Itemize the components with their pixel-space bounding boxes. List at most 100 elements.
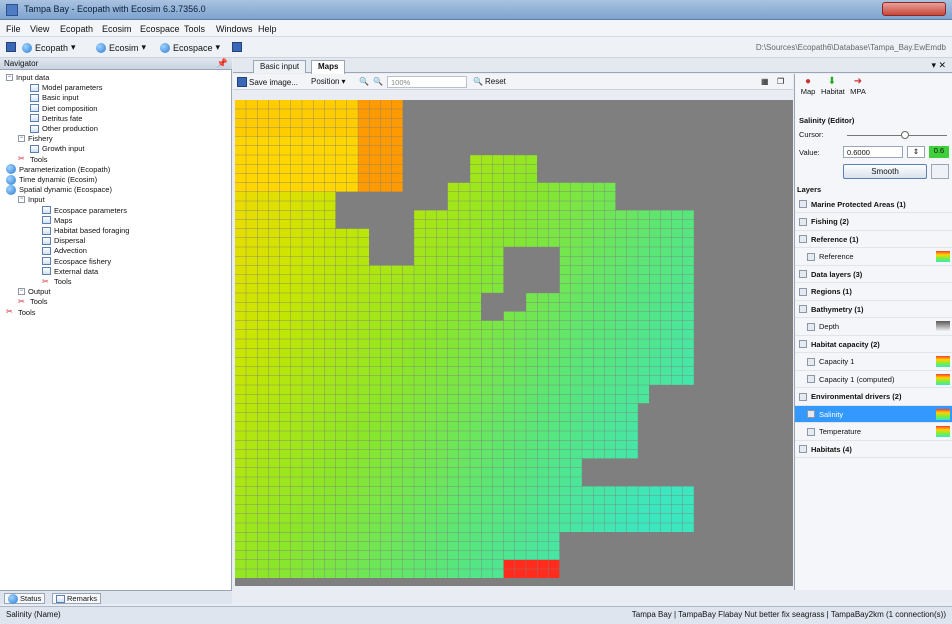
- grid-cell[interactable]: [683, 330, 694, 339]
- grid-cell[interactable]: [447, 560, 459, 569]
- grid-cell[interactable]: [302, 449, 313, 459]
- grid-cell[interactable]: [302, 330, 313, 339]
- grid-cell[interactable]: [380, 422, 392, 431]
- grid-cell[interactable]: [671, 348, 683, 358]
- grid-cell[interactable]: [649, 219, 661, 229]
- grid-cell[interactable]: [425, 394, 437, 404]
- grid-cell[interactable]: [358, 449, 369, 459]
- grid-cell[interactable]: [593, 274, 605, 284]
- grid-cell[interactable]: [235, 550, 246, 560]
- grid-cell[interactable]: [548, 348, 560, 358]
- grid-cell[interactable]: [548, 477, 560, 486]
- grid-cell[interactable]: [335, 311, 347, 321]
- grid-cell[interactable]: [515, 532, 526, 542]
- grid-cell[interactable]: [604, 293, 616, 302]
- grid-cell[interactable]: [235, 523, 246, 532]
- grid-cell[interactable]: [335, 385, 347, 394]
- grid-cell[interactable]: [257, 219, 269, 229]
- grid-cell[interactable]: [347, 431, 358, 440]
- grid-cell[interactable]: [470, 560, 481, 569]
- grid-cell[interactable]: [291, 192, 302, 201]
- grid-cell[interactable]: [313, 293, 325, 302]
- grid-cell[interactable]: [582, 495, 593, 505]
- grid-cell[interactable]: [358, 440, 369, 450]
- grid-cell[interactable]: [403, 569, 414, 578]
- tree-item[interactable]: External data: [42, 266, 98, 277]
- grid-cell[interactable]: [302, 256, 313, 266]
- grid-cell[interactable]: [414, 228, 425, 238]
- grid-cell[interactable]: [403, 274, 414, 284]
- grid-cell[interactable]: [515, 440, 526, 450]
- grid-cell[interactable]: [492, 422, 504, 431]
- grid-cell[interactable]: [324, 173, 336, 183]
- grid-cell[interactable]: [324, 100, 336, 109]
- grid-cell[interactable]: [604, 256, 616, 266]
- grid-cell[interactable]: [459, 560, 470, 569]
- tab-maps[interactable]: Maps: [311, 60, 346, 74]
- grid-cell[interactable]: [638, 311, 649, 321]
- grid-cell[interactable]: [526, 495, 537, 505]
- grid-cell[interactable]: [627, 339, 638, 348]
- grid-cell[interactable]: [492, 366, 504, 376]
- grid-cell[interactable]: [380, 293, 392, 302]
- grid-cell[interactable]: [481, 274, 493, 284]
- grid-cell[interactable]: [335, 532, 347, 542]
- grid-cell[interactable]: [615, 238, 627, 247]
- grid-cell[interactable]: [537, 458, 549, 468]
- grid-cell[interactable]: [604, 302, 616, 312]
- grid-cell[interactable]: [268, 523, 280, 532]
- grid-cell[interactable]: [582, 357, 593, 367]
- grid-cell[interactable]: [615, 302, 627, 312]
- grid-cell[interactable]: [257, 265, 269, 275]
- grid-cell[interactable]: [324, 532, 336, 542]
- grid-cell[interactable]: [391, 532, 403, 542]
- grid-cell[interactable]: [436, 449, 448, 459]
- grid-cell[interactable]: [302, 431, 313, 440]
- grid-cell[interactable]: [391, 265, 403, 275]
- grid-cell[interactable]: [671, 265, 683, 275]
- grid-cell[interactable]: [649, 376, 661, 385]
- grid-cell[interactable]: [537, 422, 549, 431]
- grid-cell[interactable]: [436, 486, 448, 496]
- grid-cell[interactable]: [414, 210, 425, 220]
- grid-cell[interactable]: [347, 348, 358, 358]
- grid-cell[interactable]: [425, 550, 437, 560]
- layer-row[interactable]: Environmental drivers (2): [795, 389, 952, 406]
- grid-cell[interactable]: [515, 458, 526, 468]
- grid-cell[interactable]: [369, 486, 381, 496]
- grid-cell[interactable]: [235, 118, 246, 128]
- grid-cell[interactable]: [403, 357, 414, 367]
- grid-cell[interactable]: [313, 146, 325, 155]
- grid-cell[interactable]: [347, 385, 358, 394]
- grid-cell[interactable]: [235, 247, 246, 256]
- grid-cell[interactable]: [683, 256, 694, 266]
- grid-cell[interactable]: [470, 440, 481, 450]
- grid-cell[interactable]: [559, 293, 571, 302]
- grid-cell[interactable]: [235, 422, 246, 431]
- tab-basic-input[interactable]: Basic input: [253, 60, 307, 73]
- grid-cell[interactable]: [481, 348, 493, 358]
- grid-cell[interactable]: [358, 293, 369, 302]
- grid-cell[interactable]: [414, 403, 425, 413]
- grid-cell[interactable]: [313, 192, 325, 201]
- grid-cell[interactable]: [436, 348, 448, 358]
- grid-cell[interactable]: [459, 532, 470, 542]
- grid-cell[interactable]: [246, 201, 257, 210]
- grid-cell[interactable]: [235, 265, 246, 275]
- grid-cell[interactable]: [537, 219, 549, 229]
- grid-cell[interactable]: [515, 366, 526, 376]
- grid-cell[interactable]: [268, 449, 280, 459]
- grid-cell[interactable]: [537, 210, 549, 220]
- grid-cell[interactable]: [347, 458, 358, 468]
- grid-cell[interactable]: [358, 477, 369, 486]
- grid-cell[interactable]: [492, 504, 504, 514]
- layer-row[interactable]: Habitats (4): [795, 441, 952, 458]
- grid-cell[interactable]: [347, 440, 358, 450]
- grid-cell[interactable]: [481, 265, 493, 275]
- grid-cell[interactable]: [279, 514, 291, 523]
- grid-cell[interactable]: [313, 449, 325, 459]
- grid-cell[interactable]: [380, 449, 392, 459]
- grid-cell[interactable]: [380, 560, 392, 569]
- grid-cell[interactable]: [324, 146, 336, 155]
- grid-cell[interactable]: [380, 541, 392, 551]
